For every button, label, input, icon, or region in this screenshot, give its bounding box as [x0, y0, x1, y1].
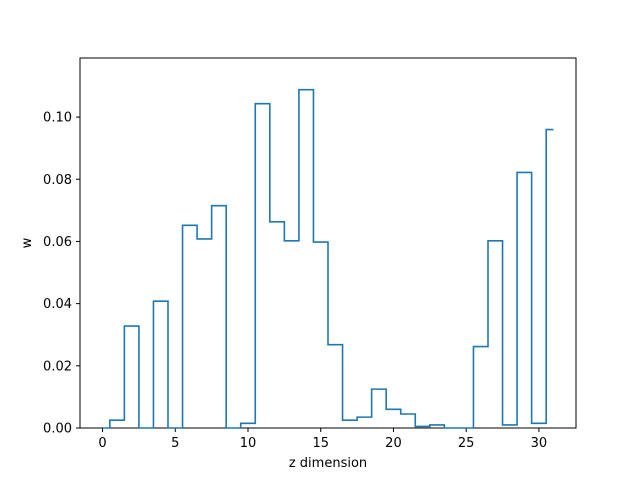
x-tick-label: 10 [240, 436, 257, 451]
x-tick-label: 15 [312, 436, 329, 451]
x-tick-label: 5 [171, 436, 179, 451]
x-tick-label: 20 [385, 436, 402, 451]
x-tick-label: 25 [458, 436, 475, 451]
y-axis-ticks: 0.00 0.02 0.04 0.06 0.08 0.10 [43, 111, 80, 437]
x-axis-label: z dimension [289, 456, 367, 471]
plot-area-frame [79, 57, 577, 429]
series-step-line [102, 88, 554, 429]
x-axis-ticks: 0 5 10 15 20 25 30 [98, 428, 547, 451]
y-axis-label: w [20, 237, 35, 248]
x-tick-label: 0 [98, 436, 106, 451]
y-tick-label: 0.00 [43, 422, 72, 437]
y-tick-label: 0.04 [43, 297, 72, 312]
y-tick-label: 0.06 [43, 235, 72, 250]
y-tick-label: 0.08 [43, 173, 72, 188]
x-tick-label: 30 [531, 436, 548, 451]
y-tick-label: 0.10 [43, 111, 72, 126]
y-tick-label: 0.02 [43, 359, 72, 374]
